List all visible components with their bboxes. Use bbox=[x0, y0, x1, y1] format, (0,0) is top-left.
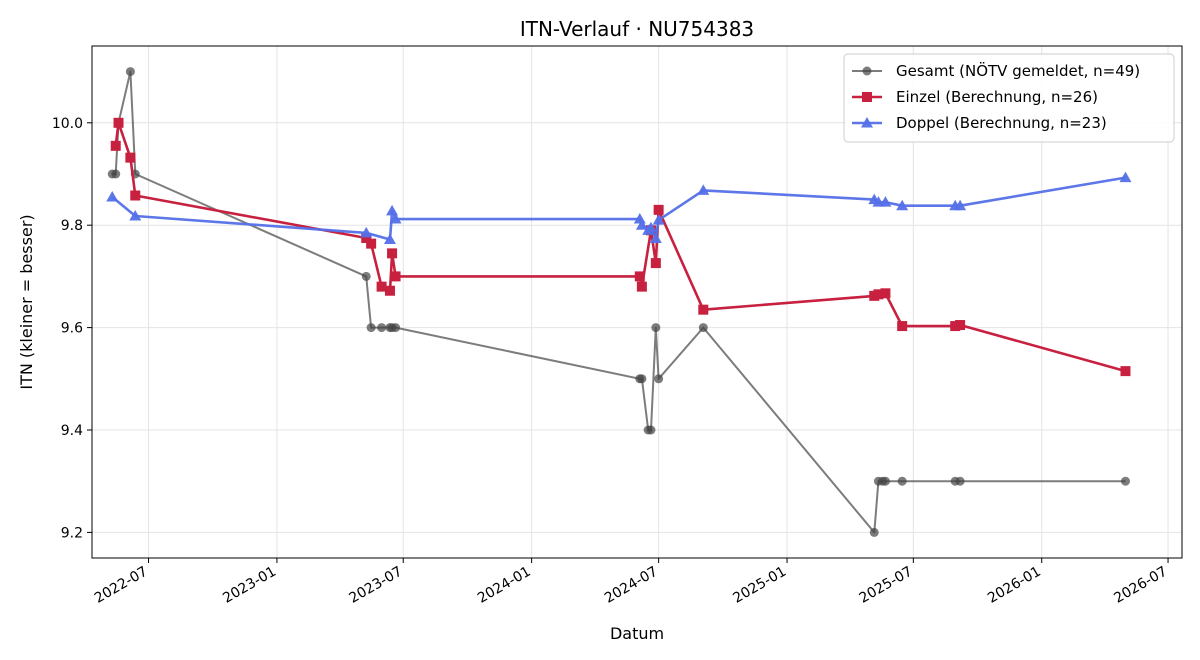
data-point bbox=[879, 196, 892, 207]
data-point bbox=[111, 169, 121, 179]
data-point bbox=[697, 184, 710, 195]
y-tick-label: 9.8 bbox=[61, 218, 83, 234]
data-point bbox=[130, 190, 141, 201]
series-einzel bbox=[110, 117, 1131, 377]
legend-marker bbox=[862, 92, 872, 102]
legend-marker bbox=[862, 66, 872, 76]
data-point bbox=[387, 248, 398, 259]
data-point bbox=[955, 476, 965, 486]
data-point bbox=[644, 221, 657, 233]
data-point bbox=[897, 476, 907, 486]
data-point bbox=[391, 323, 401, 333]
data-point bbox=[637, 374, 647, 384]
data-point bbox=[386, 204, 399, 216]
y-axis-label: ITN (kleiner = besser) bbox=[17, 214, 36, 389]
legend-label: Einzel (Berechnung, n=26) bbox=[896, 88, 1098, 106]
data-point bbox=[634, 271, 645, 282]
y-tick-label: 9.6 bbox=[61, 321, 83, 337]
data-point bbox=[366, 238, 377, 249]
data-point bbox=[110, 140, 121, 151]
legend: Gesamt (NÖTV gemeldet, n=49) Einzel (Bere… bbox=[843, 53, 1175, 143]
data-point bbox=[650, 258, 661, 269]
data-point bbox=[1120, 476, 1130, 486]
data-point bbox=[635, 219, 648, 230]
data-point bbox=[955, 320, 966, 331]
data-point bbox=[880, 476, 890, 486]
data-point bbox=[636, 281, 647, 292]
data-point bbox=[125, 67, 135, 77]
data-point bbox=[869, 527, 879, 537]
data-point bbox=[880, 288, 891, 299]
data-point bbox=[873, 289, 884, 300]
data-point bbox=[389, 213, 402, 224]
data-point bbox=[125, 152, 136, 163]
data-point bbox=[366, 323, 376, 333]
data-point bbox=[1120, 366, 1131, 377]
data-point bbox=[698, 304, 709, 315]
data-point bbox=[896, 199, 909, 211]
legend-label: Gesamt (NÖTV gemeldet, n=49) bbox=[896, 61, 1140, 80]
y-tick-label: 9.4 bbox=[61, 423, 83, 439]
data-point bbox=[646, 425, 656, 435]
series-group bbox=[106, 67, 1132, 537]
legend-label: Doppel (Berechnung, n=23) bbox=[896, 114, 1107, 132]
data-point bbox=[376, 281, 387, 292]
data-point bbox=[113, 117, 124, 128]
data-point bbox=[1119, 171, 1132, 183]
data-point bbox=[360, 226, 373, 238]
plot-frame bbox=[91, 45, 1183, 559]
data-point bbox=[649, 232, 662, 244]
data-point bbox=[954, 199, 967, 211]
data-point bbox=[361, 233, 372, 243]
series-doppel bbox=[106, 171, 1132, 245]
y-tick-label: 9.2 bbox=[61, 525, 83, 541]
y-tick-label: 10.0 bbox=[52, 116, 83, 132]
data-point bbox=[651, 323, 661, 333]
data-point bbox=[390, 271, 401, 282]
data-point bbox=[698, 323, 708, 333]
data-point bbox=[897, 321, 908, 332]
data-point bbox=[383, 233, 396, 245]
x-axis-label: Datum bbox=[610, 624, 664, 643]
data-point bbox=[653, 204, 664, 215]
data-point bbox=[377, 323, 387, 333]
data-point bbox=[129, 209, 142, 221]
data-point bbox=[384, 285, 395, 296]
chart-title: ITN-Verlauf · NU754383 bbox=[520, 17, 754, 41]
data-point bbox=[652, 214, 665, 225]
legend-box bbox=[843, 53, 1175, 143]
data-point bbox=[106, 191, 119, 202]
data-point bbox=[361, 271, 371, 281]
legend-marker bbox=[861, 117, 873, 128]
data-point bbox=[654, 374, 664, 384]
